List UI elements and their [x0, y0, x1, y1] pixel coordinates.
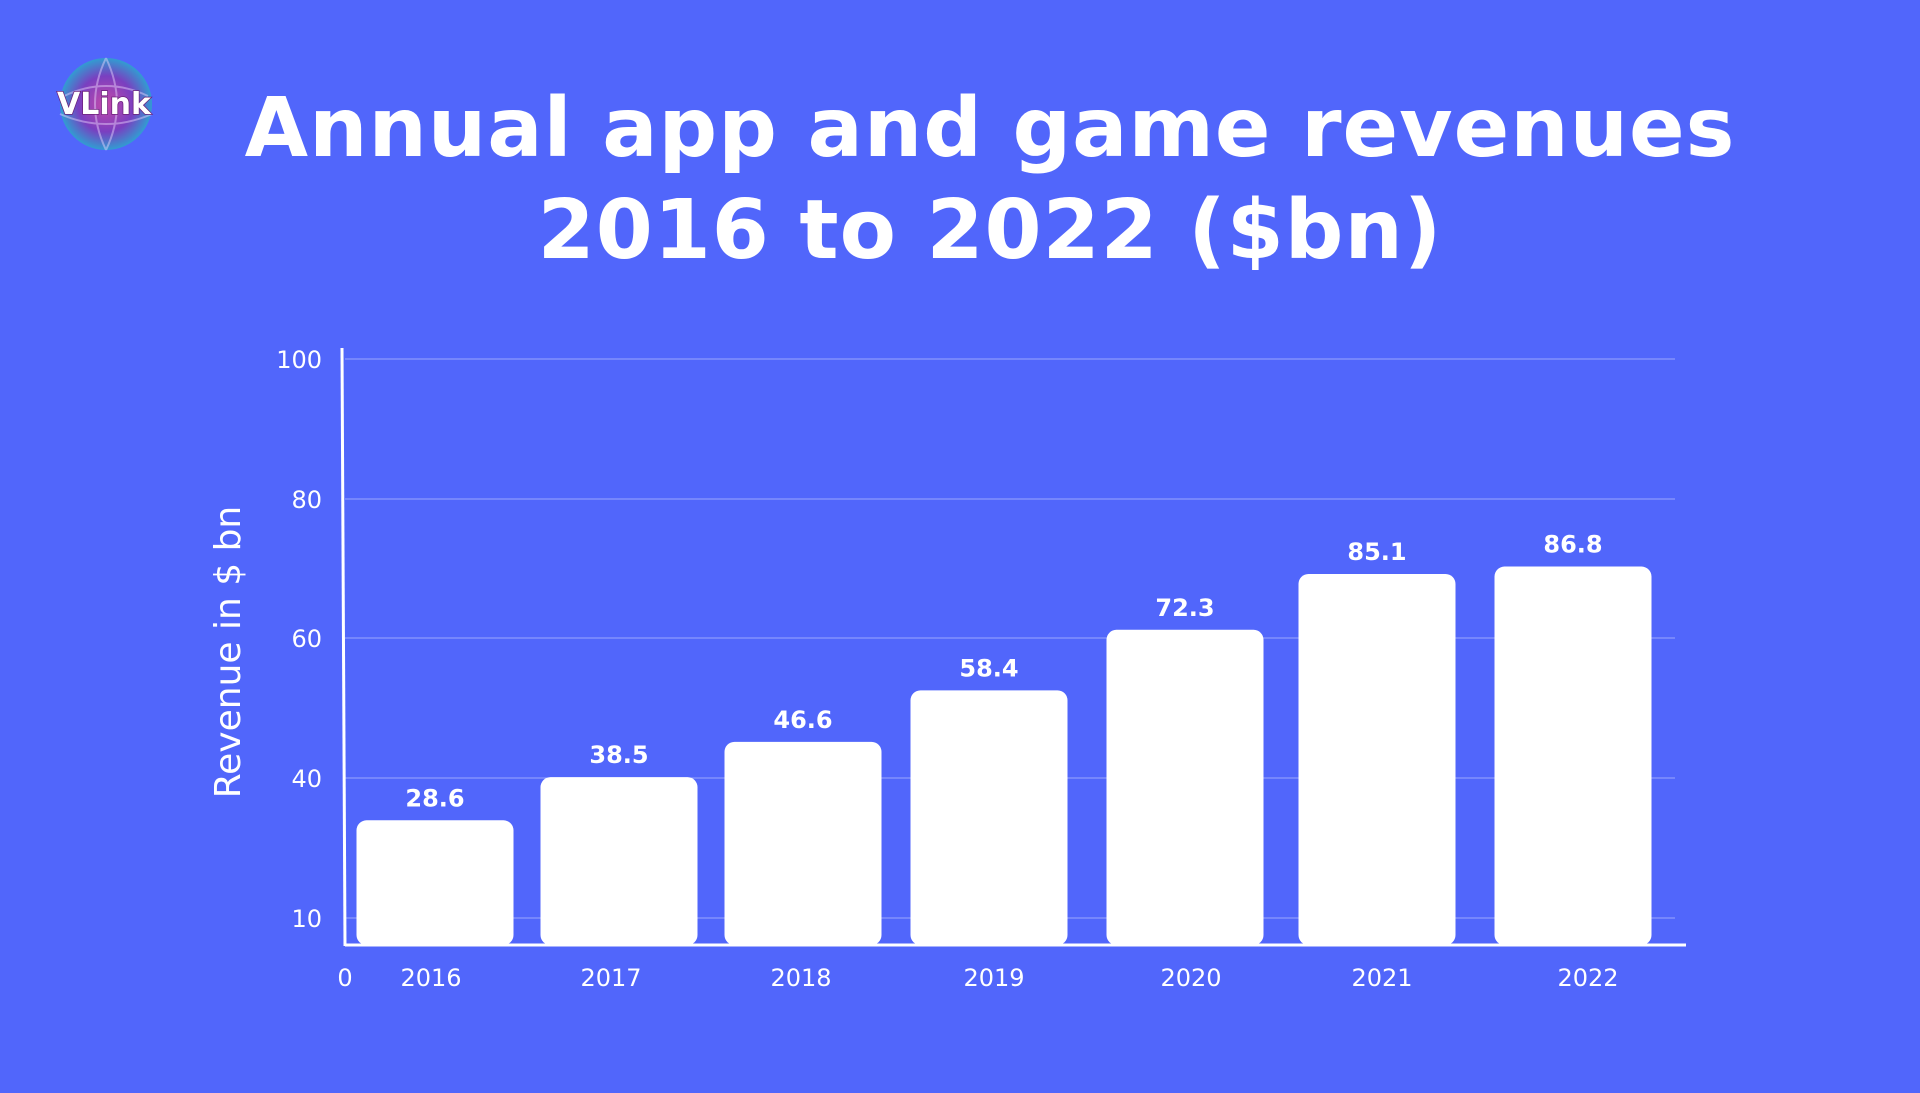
bar-2019 [910, 690, 1068, 945]
y-tick-label: 40 [291, 765, 322, 793]
bar-2021 [1298, 573, 1456, 945]
chart-title: Annual app and game revenues 2016 to 202… [244, 81, 1736, 278]
y-tick-label: 80 [291, 486, 322, 514]
data-label: 86.8 [1543, 531, 1602, 559]
x-tick-label: 2019 [963, 964, 1024, 992]
labels: 10 40 60 80 100 28.6 2016 38.5 2017 46.6 2018 58.4 2… [276, 346, 1618, 992]
y-tick-label: 100 [276, 346, 322, 374]
data-label: 72.3 [1155, 594, 1214, 622]
vlink-logo: VLink [44, 56, 176, 160]
axes [340, 347, 1686, 947]
data-label: 28.6 [405, 784, 464, 812]
y-tick-label: 60 [291, 625, 322, 653]
data-label: 46.6 [773, 706, 832, 734]
bar-2022 [1494, 566, 1652, 945]
globe-icon [60, 58, 152, 150]
x-tick-label: 2017 [580, 964, 641, 992]
data-label: 38.5 [589, 741, 648, 769]
data-label: 85.1 [1347, 538, 1406, 566]
x-tick-label: 2020 [1160, 964, 1221, 992]
y-axis-line [340, 347, 347, 947]
bar-2017 [540, 777, 698, 945]
x-tick-label: 2021 [1351, 964, 1412, 992]
x-tick-label: 2016 [400, 964, 461, 992]
bar-2016 [356, 820, 514, 945]
x-origin-label: 0 [337, 964, 352, 992]
bars [356, 566, 1652, 945]
bar-2020 [1106, 629, 1264, 945]
y-tick-label: 10 [291, 905, 322, 933]
data-label: 58.4 [959, 654, 1018, 682]
logo-text: VLink [57, 87, 152, 122]
x-tick-label: 2022 [1557, 964, 1618, 992]
y-axis-title: Revenue in $ bn [208, 506, 249, 799]
x-tick-label: 2018 [770, 964, 831, 992]
bar-2018 [724, 741, 882, 945]
